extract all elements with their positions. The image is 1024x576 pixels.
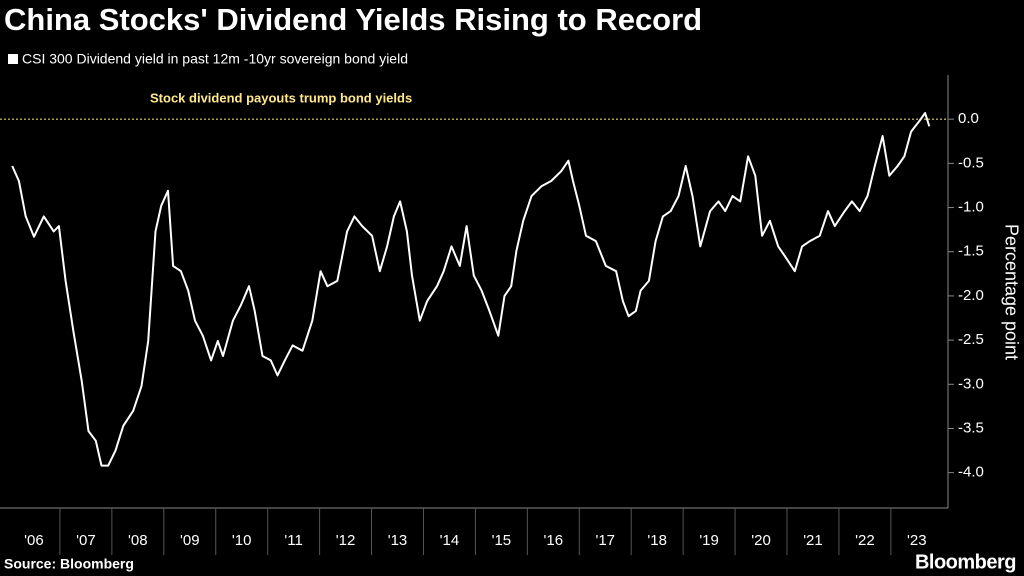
brand: Bloomberg [915,551,1016,573]
annotation: Stock dividend payouts trump bond yields [150,90,412,105]
x-tick-label: '13 [388,532,408,549]
x-tick-label: '09 [180,532,200,549]
y-tick-label: -4.0 [958,464,984,481]
source: Source: Bloomberg [4,556,134,572]
x-tick-label: '10 [232,532,252,549]
x-tick-label: '12 [336,532,356,549]
x-tick-label: '19 [699,532,719,549]
chart-title: China Stocks' Dividend Yields Rising to … [4,2,702,37]
y-tick-label: -3.0 [958,375,984,392]
x-tick-label: '23 [907,532,927,549]
y-tick-label: -3.5 [958,419,984,436]
y-tick-label: -1.5 [958,243,984,260]
x-tick-label: '07 [76,532,96,549]
x-tick-label: '21 [803,532,823,549]
x-tick-label: '20 [751,532,771,549]
x-tick-label: '11 [284,532,302,549]
y-tick-label: -2.5 [958,331,984,348]
y-tick-label: -2.0 [958,287,984,304]
y-tick-label: 0.0 [958,110,979,127]
x-tick-label: '15 [492,532,512,549]
x-tick-label: '08 [128,532,148,549]
legend-swatch [8,54,18,64]
y-tick-label: -0.5 [958,154,984,171]
data-line [11,112,931,467]
x-tick-label: '22 [855,532,875,549]
x-tick-label: '16 [544,532,564,549]
x-tick-label: '18 [647,532,667,549]
y-axis-label: Percentage point [1001,224,1021,360]
x-tick-label: '14 [440,532,460,549]
x-tick-label: '06 [24,532,44,549]
legend-label: CSI 300 Dividend yield in past 12m -10yr… [22,51,408,67]
y-tick-label: -1.0 [958,199,984,216]
x-tick-label: '17 [595,532,615,549]
